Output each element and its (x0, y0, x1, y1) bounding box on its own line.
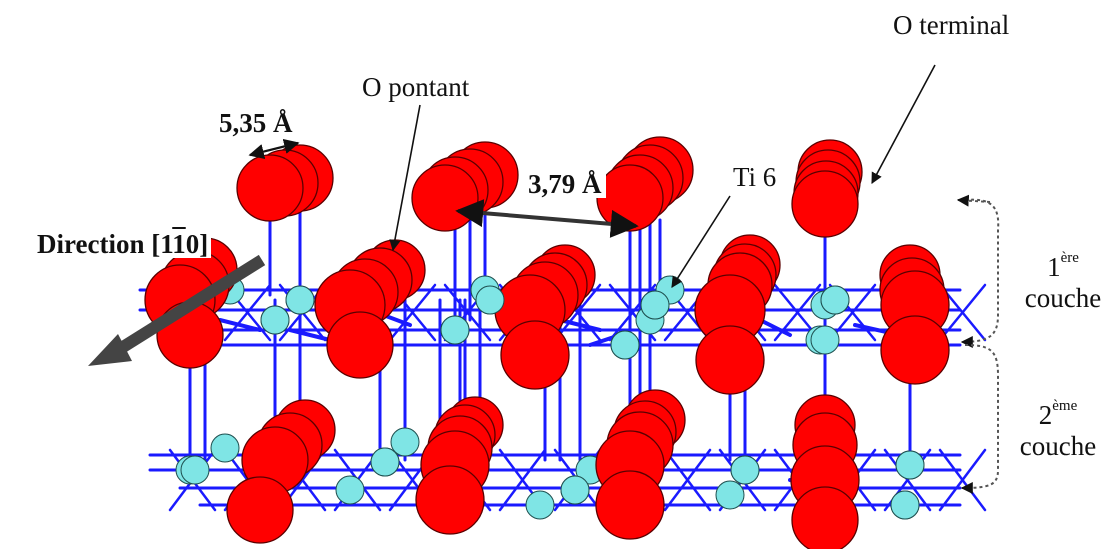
ti6-arrow (671, 195, 731, 288)
layer-1-top-arrow (956, 194, 991, 207)
ti6-label: Ti 6 (730, 164, 780, 191)
oxygen-atom (236, 154, 304, 222)
atom-spheres (144, 136, 950, 554)
layer-2-word: couche (1019, 431, 1097, 462)
titanium-atom (890, 490, 920, 520)
oxygen-atom (411, 164, 479, 232)
bond (223, 283, 272, 342)
titanium-atom (335, 475, 365, 505)
bond (388, 283, 437, 342)
distance-5-35-label: 5,35 Å (219, 108, 293, 138)
bond (553, 283, 602, 342)
distance-5-35-arrow (248, 138, 300, 160)
bond (218, 318, 262, 332)
direction-prefix: Direction [1 (37, 229, 173, 259)
distance-3-79-arrow (455, 199, 639, 238)
bond (663, 448, 712, 512)
bond (938, 448, 987, 512)
titanium-atom (525, 490, 555, 520)
direction-arrow-shaft (111, 254, 266, 358)
direction-label: Direction [110] (37, 229, 212, 259)
bond (558, 318, 602, 332)
o-pontant-label: O pontant (362, 72, 470, 102)
oxygen-atom (326, 311, 394, 379)
oxygen-atom (695, 325, 765, 395)
titanium-atom (640, 290, 670, 320)
oxygen-atom (791, 170, 859, 238)
oxygen-atom (500, 320, 570, 390)
direction-suffix: 0] (185, 229, 209, 259)
bond (498, 448, 547, 512)
titanium-atom (810, 325, 840, 355)
oxygen-atom (791, 486, 859, 554)
bond (288, 328, 332, 342)
layer-1-bracket (960, 198, 1000, 348)
oxygen-atom (415, 465, 485, 535)
layer-2-superscript: ème (1052, 398, 1078, 414)
layer-1-number: 1 (1047, 252, 1061, 282)
layer-1-word: couche (1024, 283, 1102, 314)
titanium-atom (285, 285, 315, 315)
oxygen-atom (595, 470, 665, 540)
titanium-atom (260, 305, 290, 335)
layer-2-bracket (960, 344, 999, 494)
titanium-atom (610, 330, 640, 360)
bond (758, 318, 792, 337)
o-terminal-label: O terminal (893, 10, 1010, 40)
titanium-atom (390, 427, 420, 457)
titanium-atom (560, 475, 590, 505)
layer-2-number: 2 (1038, 400, 1053, 430)
layer-1-label: 1ère couche (1020, 250, 1106, 314)
annotation-arrows (88, 64, 1000, 494)
oxygen-atom (880, 315, 950, 385)
titanium-atom (715, 480, 745, 510)
titanium-atom (820, 285, 850, 315)
titanium-atom (730, 455, 760, 485)
titanium-atom (895, 450, 925, 480)
titanium-atom (370, 447, 400, 477)
oxygen-atom (226, 476, 294, 544)
titanium-atom (180, 455, 210, 485)
direction-arrow-head (88, 334, 132, 366)
distance-3-79-label: 3,79 Å (524, 171, 606, 198)
o-terminal-arrow (871, 64, 936, 184)
layer-2-label: 2ème couche (1008, 398, 1108, 462)
bond (828, 283, 877, 342)
titanium-atom (475, 285, 505, 315)
direction-overlined-digit: 1 (172, 229, 186, 259)
o-pontant-arrow (389, 104, 421, 252)
layer-1-superscript: ère (1060, 250, 1079, 266)
titanium-atom (210, 433, 240, 463)
titanium-atom (440, 315, 470, 345)
oxygen-atom (596, 164, 664, 232)
bond (938, 283, 987, 342)
